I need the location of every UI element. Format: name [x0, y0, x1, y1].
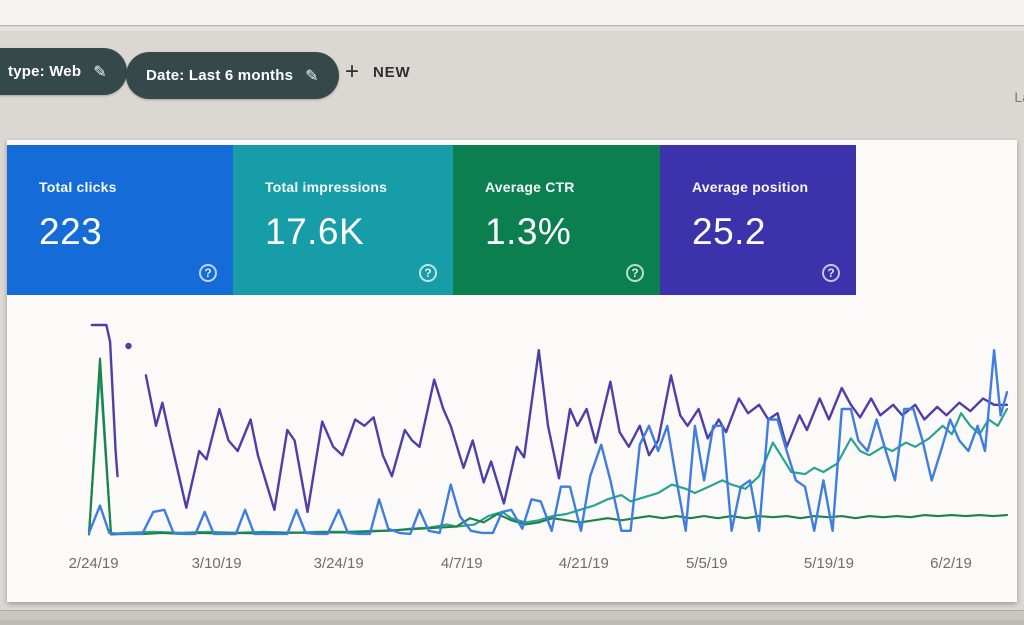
- series-line-clicks: [87, 349, 1009, 536]
- help-icon[interactable]: ?: [199, 264, 217, 282]
- metric-value: 1.3%: [485, 211, 572, 252]
- clipped-last-updated-text: La: [1014, 89, 1024, 105]
- series-line-position: [144, 349, 1009, 514]
- filter-chip-label: Date: Last 6 months: [146, 67, 294, 84]
- metric-card-average-ctr[interactable]: Average CTR 1.3% ?: [453, 145, 660, 295]
- filter-chip-date-range[interactable]: Date: Last 6 months ✎: [126, 52, 339, 99]
- series-line-position: [90, 323, 119, 478]
- x-axis-tick-label: 6/2/19: [930, 555, 972, 572]
- x-axis-tick-label: 4/7/19: [441, 555, 483, 572]
- new-filter-label: NEW: [373, 63, 411, 81]
- edit-pencil-icon[interactable]: ✎: [93, 62, 107, 81]
- series-line-impressions: [87, 370, 1009, 535]
- x-axis-tick-label: 3/24/19: [314, 555, 364, 572]
- x-axis-tick-label: 5/19/19: [804, 555, 854, 572]
- help-icon[interactable]: ?: [626, 264, 644, 282]
- screen-top-edge: [0, 0, 1024, 26]
- metric-label: Average position: [692, 179, 809, 195]
- filter-bar: type: Web ✎ Date: Last 6 months ✎ + NEW …: [0, 31, 1024, 140]
- help-icon[interactable]: ?: [419, 264, 437, 282]
- performance-panel: Total clicks 223 ? Total impressions 17.…: [7, 140, 1017, 602]
- series-point-position: [125, 342, 132, 350]
- screen-bottom-shadow: [0, 620, 1024, 625]
- x-axis-tick-label: 3/10/19: [192, 555, 242, 572]
- metric-card-total-impressions[interactable]: Total impressions 17.6K ?: [233, 145, 453, 295]
- edit-pencil-icon[interactable]: ✎: [305, 66, 319, 85]
- metric-label: Total clicks: [39, 179, 117, 195]
- line-chart-svg: 2/24/19 3/10/19 3/24/19 4/7/19 4/21/19 5/5/19…: [69, 323, 1009, 572]
- performance-chart[interactable]: 2/24/19 3/10/19 3/24/19 4/7/19 4/21/19 5/5/19…: [7, 295, 1017, 602]
- filter-chip-label: type: Web: [8, 63, 82, 80]
- plus-icon: +: [345, 58, 360, 85]
- metric-label: Total impressions: [265, 179, 388, 195]
- x-axis-tick-label: 5/5/19: [686, 555, 728, 572]
- help-icon[interactable]: ?: [822, 264, 840, 282]
- new-filter-button[interactable]: + NEW: [345, 58, 411, 85]
- metric-card-average-position[interactable]: Average position 25.2 ?: [660, 145, 856, 295]
- metric-label: Average CTR: [485, 179, 575, 195]
- x-axis-tick-label: 2/24/19: [69, 555, 119, 572]
- metric-value: 25.2: [692, 211, 767, 252]
- metric-value: 17.6K: [265, 211, 365, 252]
- x-axis-tick-label: 4/21/19: [559, 555, 609, 572]
- screen-top-edge-shadow: [0, 27, 1024, 31]
- metric-value: 223: [39, 211, 103, 252]
- filter-chip-search-type[interactable]: type: Web ✎: [0, 48, 127, 95]
- metric-card-total-clicks[interactable]: Total clicks 223 ?: [7, 145, 233, 295]
- metric-cards-row: Total clicks 223 ? Total impressions 17.…: [7, 145, 1017, 295]
